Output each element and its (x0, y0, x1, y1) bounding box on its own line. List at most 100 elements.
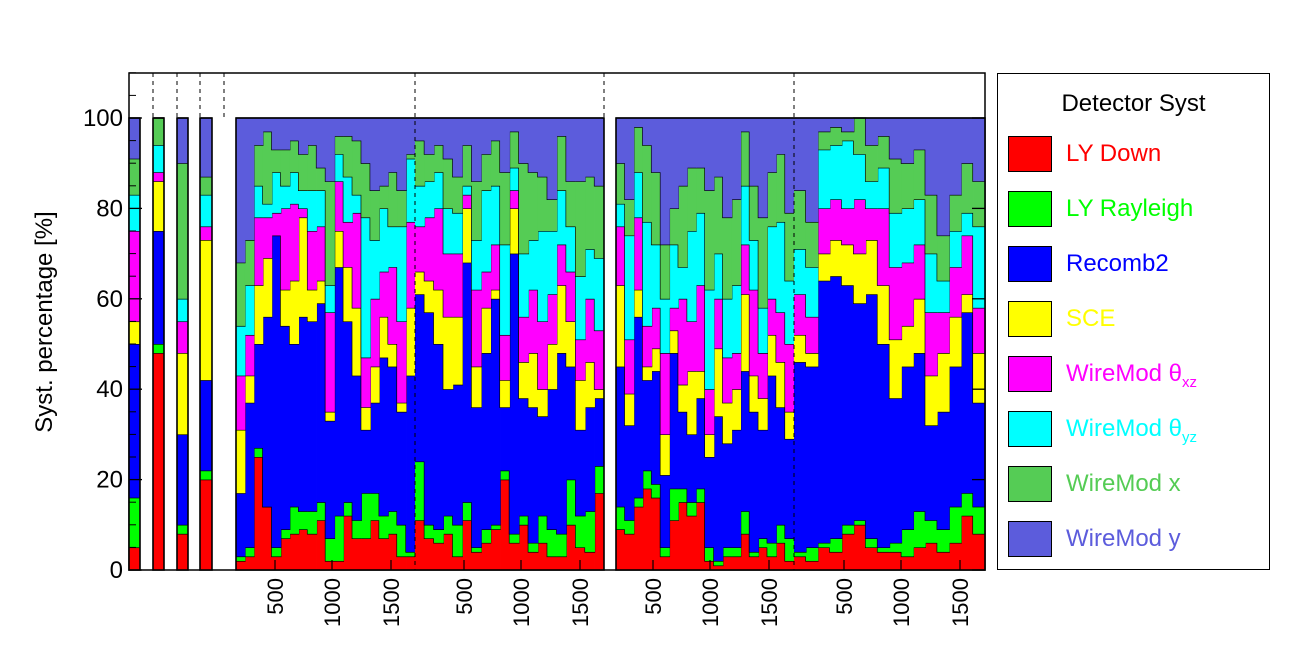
bar-segment-sce (633, 289, 644, 317)
y-tick-label: 60 (96, 286, 123, 313)
bar-segment-recomb2 (937, 411, 950, 530)
bar-segment-wiremod_y (575, 118, 586, 182)
bar-segment-ly_rayleigh (616, 506, 626, 530)
bar-segment-recomb2 (352, 375, 362, 521)
bar-segment-wiremod_x (705, 190, 715, 290)
bar-segment-ly_rayleigh (785, 538, 795, 561)
bar-segment-wiremod_x (415, 140, 425, 186)
bar-segment-wiremod_x (817, 131, 831, 150)
bar-segment-sce (388, 344, 398, 367)
bar-segment-sce (462, 208, 473, 263)
bar-segment-wiremod_y (289, 118, 300, 141)
bar-segment-ly_rayleigh (776, 524, 786, 543)
bar-segment-wiremod_thetayz (566, 226, 577, 272)
bar-segment-sce (973, 353, 986, 403)
bar-segment-wiremod_thetayz (901, 208, 914, 263)
bar-segment-wiremod_thetaxz (767, 298, 777, 335)
bar-segment-wiremod_y (713, 118, 724, 177)
bar-segment-ly_rayleigh (298, 511, 308, 530)
bar-segment-wiremod_y (624, 118, 635, 200)
bar-segment-wiremod_x (785, 212, 795, 281)
bar-segment-ly_rayleigh (361, 493, 371, 539)
bar-segment-recomb2 (129, 344, 141, 498)
bar-segment-wiremod_thetaxz (785, 344, 795, 412)
bar-segment-wiremod_x (236, 262, 246, 326)
bar-segment-sce (177, 353, 189, 435)
bar-segment-recomb2 (262, 316, 273, 507)
bar-segment-ly_down (556, 556, 567, 570)
bar-segment-recomb2 (713, 416, 724, 561)
bar-segment-recomb2 (537, 416, 548, 516)
bar-segment-wiremod_thetayz (817, 149, 831, 209)
bar-segment-sce (913, 298, 926, 354)
bar-segment-ly_down (462, 520, 473, 570)
bar-segment-recomb2 (406, 375, 416, 552)
bar-segment-wiremod_y (556, 118, 567, 137)
bar-segment-wiremod_thetayz (758, 307, 768, 354)
bar-segment-ly_rayleigh (651, 484, 661, 498)
bar-segment-wiremod_y (424, 118, 435, 155)
bar-segment-wiremod_x (722, 217, 733, 299)
bar-segment-wiremod_thetaxz (433, 208, 444, 290)
bar-segment-wiremod_thetaxz (594, 330, 605, 390)
bar-segment-ly_rayleigh (397, 524, 407, 557)
bar-segment-recomb2 (500, 407, 510, 471)
bar-segment-wiremod_x (433, 145, 444, 173)
bar-segment-ly_rayleigh (379, 515, 389, 539)
bar-segment-wiremod_thetaxz (722, 357, 733, 403)
bar-segment-wiremod_y (397, 118, 407, 191)
bar-segment-wiremod_x (829, 127, 843, 146)
bar-segment-wiremod_y (805, 118, 819, 222)
bar-segment-wiremod_x (177, 163, 189, 299)
bar-segment-wiremod_x (794, 190, 807, 250)
bar-segment-sce (566, 321, 577, 367)
bar-segment-ly_rayleigh (805, 547, 819, 561)
bar-segment-wiremod_thetaxz (352, 212, 362, 308)
bar-segment-sce (352, 307, 362, 376)
bar-segment-wiremod_thetaxz (556, 244, 567, 286)
bar-segment-wiremod_thetayz (424, 181, 435, 218)
bar-segment-wiremod_thetayz (556, 190, 567, 245)
bar-segment-wiremod_thetaxz (889, 267, 902, 340)
y-tick-label: 20 (96, 467, 123, 494)
bar-segment-ly_down (397, 556, 407, 570)
bar-segment-wiremod_y (961, 118, 974, 164)
bar-segment-ly_down (343, 515, 353, 570)
bar-segment-wiremod_y (785, 118, 795, 213)
legend-swatch (1008, 521, 1052, 557)
bar-segment-recomb2 (973, 402, 986, 507)
bar-segment-wiremod_thetayz (334, 154, 344, 182)
bar-segment-ly_rayleigh (937, 529, 950, 552)
bar-segment-sce (481, 307, 491, 354)
bar-segment-recomb2 (379, 357, 389, 516)
bar-segment-wiremod_y (749, 118, 759, 186)
bar-segment-ly_down (537, 542, 548, 570)
bar-segment-sce (452, 316, 463, 385)
bar-segment-wiremod_thetayz (253, 185, 264, 218)
bar-segment-wiremod_x (624, 199, 635, 236)
bar-segment-wiremod_x (889, 158, 902, 213)
bar-segment-ly_down (443, 533, 454, 570)
bar-segment-sce (509, 208, 520, 254)
bar-segment-ly_rayleigh (575, 515, 586, 548)
bar-segment-wiremod_thetayz (642, 221, 652, 326)
x-tick-label: 1500 (568, 578, 593, 627)
bar-segment-sce (696, 371, 706, 399)
bar-segment-ly_rayleigh (352, 520, 362, 539)
bar-segment-wiremod_thetayz (713, 253, 724, 299)
bar-segment-wiremod_x (352, 140, 362, 195)
bar-segment-sce (749, 375, 759, 412)
bar-segment-wiremod_thetayz (343, 176, 353, 222)
bar-segment-wiremod_x (740, 131, 750, 186)
bar-segment-ly_rayleigh (244, 547, 255, 557)
bar-segment-ly_down (280, 538, 291, 570)
bar-segment-wiremod_y (361, 118, 371, 164)
bar-segment-ly_down (937, 551, 950, 570)
bar-segment-ly_down (481, 542, 491, 570)
legend-label-subscript: xz (1182, 374, 1198, 391)
bar-segment-sce (758, 398, 768, 430)
bar-segment-sce (925, 375, 938, 426)
bar-segment-wiremod_x (509, 131, 520, 168)
bar-segment-sce (289, 280, 300, 344)
bar-segment-recomb2 (925, 425, 938, 521)
